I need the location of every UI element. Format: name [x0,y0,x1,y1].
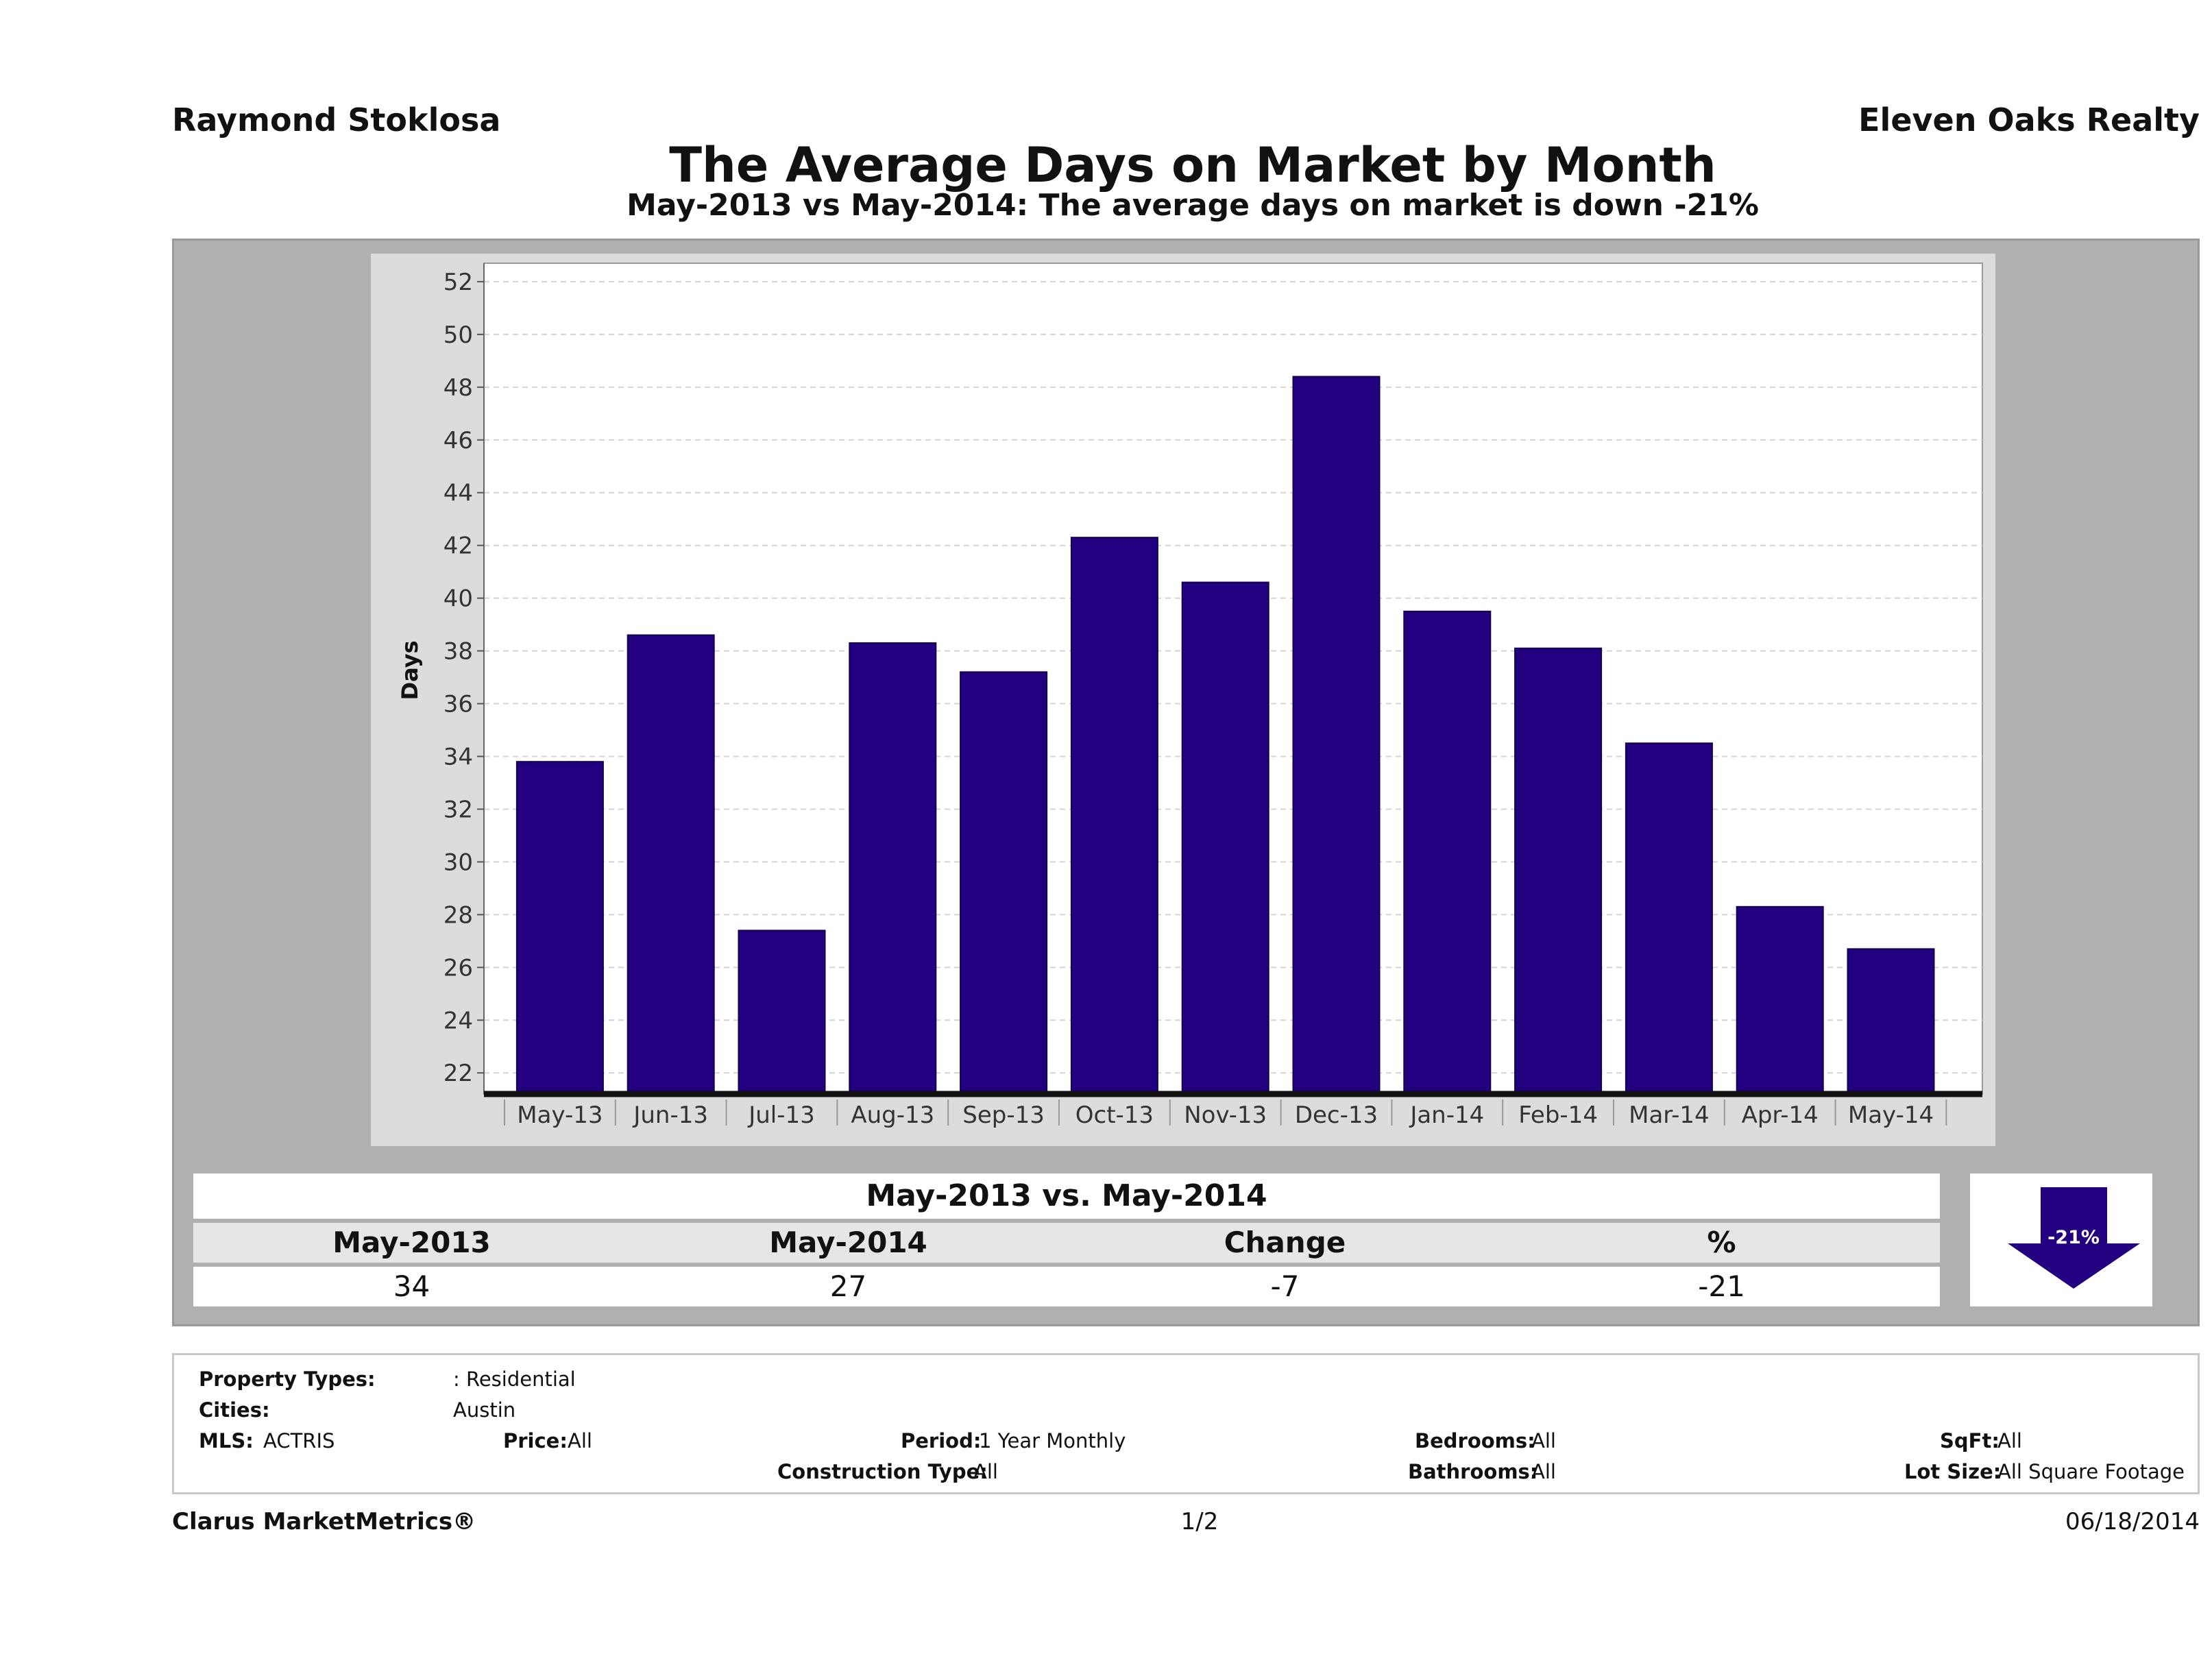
summary-value-may-2014: 27 [829,1269,867,1303]
y-tick-label: 40 [443,585,473,613]
report-date: 06/18/2014 [2065,1508,2200,1535]
y-tick-label: 36 [443,691,473,718]
sqft-label: SqFt: [1940,1429,2000,1452]
bar [1847,948,1935,1095]
y-tick-label: 44 [443,480,473,507]
bar [1181,581,1269,1095]
x-tick-label: Aug-13 [851,1102,934,1129]
summary-col-percent: % [1707,1226,1736,1259]
bedrooms-value: All [1531,1429,1556,1452]
y-tick-label: 42 [443,533,473,560]
property-types-label: Property Types: [199,1367,376,1391]
y-tick-label: 46 [443,427,473,454]
property-types-value: : Residential [453,1367,576,1391]
y-tick-label: 48 [443,374,473,402]
bar [515,761,604,1095]
y-tick-label: 22 [443,1060,473,1087]
bar [738,929,826,1095]
summary-value-change: -7 [1270,1269,1300,1303]
price-value: All [568,1429,592,1452]
price-label: Price: [503,1429,568,1452]
y-tick-label: 30 [443,849,473,876]
period-label: Period: [901,1429,982,1452]
lot-size-value: All Square Footage [1997,1460,2185,1483]
bedrooms-label: Bedrooms: [1415,1429,1535,1452]
bar [1514,647,1603,1095]
x-tick-label: Jan-14 [1409,1102,1484,1129]
y-tick-label: 24 [443,1007,473,1034]
x-tick-label: Mar-14 [1629,1102,1710,1129]
x-tick-label: Dec-13 [1295,1102,1378,1129]
cities-label: Cities: [199,1398,270,1422]
y-tick-label: 50 [443,321,473,349]
bar [960,671,1048,1095]
summary-col-may-2014: May-2014 [769,1226,927,1259]
trend-badge: -21% [1970,1174,2152,1306]
company-name: Eleven Oaks Realty [1858,101,2200,138]
y-tick-label: 32 [443,796,473,823]
bar [849,642,937,1095]
bar [1736,905,1824,1095]
summary-table: May-2013 vs. May-2014 May-2013 May-2014 … [193,1174,1940,1308]
cities-value: Austin [453,1398,516,1422]
y-tick-label: 34 [443,744,473,771]
period-value: 1 Year Monthly [979,1429,1126,1452]
x-tick-label: Jul-13 [747,1102,815,1129]
agent-name: Raymond Stoklosa [172,101,501,138]
chart-title: The Average Days on Market by Month [669,137,1716,193]
y-tick-label: 38 [443,638,473,666]
bar [1403,610,1492,1095]
bathrooms-label: Bathrooms: [1408,1460,1538,1483]
x-tick-label: Oct-13 [1075,1102,1154,1129]
x-tick-label: Apr-14 [1742,1102,1819,1129]
x-tick-label: May-13 [517,1102,603,1129]
x-tick-label: Nov-13 [1184,1102,1267,1129]
summary-value-may-2013: 34 [393,1269,430,1303]
summary-value-percent: -21 [1698,1269,1745,1303]
x-tick-label: Feb-14 [1518,1102,1598,1129]
bar [1625,742,1713,1095]
bar [627,634,715,1095]
y-axis-title: Days [397,640,423,700]
y-tick-label: 26 [443,954,473,982]
footer-brand: Clarus MarketMetrics® [172,1508,476,1535]
summary-value-row: 34 27 -7 -21 [193,1267,1940,1306]
down-arrow-icon: -21% [2008,1187,2140,1289]
criteria-panel: Property Types: : Residential Cities: Au… [172,1353,2200,1494]
summary-heading: May-2013 vs. May-2014 [193,1174,1940,1219]
lot-size-label: Lot Size: [1904,1460,2002,1483]
trend-badge-label: -21% [2047,1227,2100,1248]
bathrooms-value: All [1531,1460,1556,1483]
construction-type-label: Construction Type: [777,1460,988,1483]
bar [1292,376,1381,1095]
mls-value: ACTRIS [263,1429,335,1452]
chart-subtitle: May-2013 vs May-2014: The average days o… [627,188,1759,223]
mls-label: MLS: [199,1429,254,1452]
x-tick-label: May-14 [1848,1102,1934,1129]
sqft-value: All [1997,1429,2022,1452]
page-indicator: 1/2 [1180,1508,1219,1535]
summary-col-change: Change [1224,1226,1346,1259]
construction-type-value: All [973,1460,998,1483]
x-tick-label: Sep-13 [962,1102,1045,1129]
summary-col-may-2013: May-2013 [332,1226,491,1259]
y-tick-label: 28 [443,901,473,929]
bar [1070,537,1158,1095]
bar-chart: 22 24 26 28 30 32 34 36 38 40 42 44 46 48 50 52 Days May-… [397,263,1983,1129]
summary-header-row: May-2013 May-2014 Change % [193,1223,1940,1263]
x-tick-label: Jun-13 [632,1102,708,1129]
y-tick-label: 52 [443,269,473,296]
